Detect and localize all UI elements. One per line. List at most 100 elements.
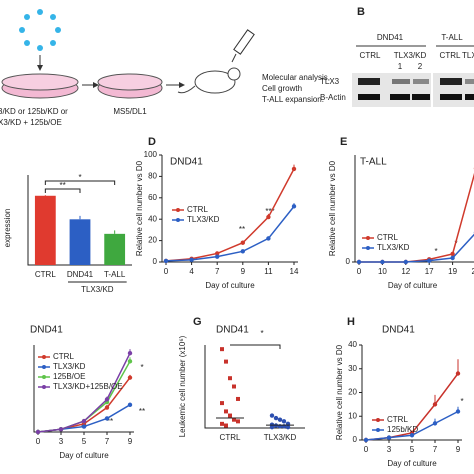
- point: [266, 214, 271, 220]
- axis: [33, 345, 134, 433]
- x-tick-label: 10: [378, 267, 387, 276]
- point: [291, 204, 297, 209]
- point: [240, 240, 245, 245]
- annotation: **: [139, 407, 145, 416]
- legend-marker: [42, 385, 46, 389]
- mouse-tail: [177, 85, 196, 94]
- x-tick-label: 9: [241, 267, 246, 276]
- bar: [34, 195, 56, 265]
- point: [127, 375, 133, 380]
- y-tick-label: 30: [348, 364, 357, 373]
- group-label: TLX3/KD: [81, 285, 114, 294]
- y-tick-label: 60: [148, 193, 157, 202]
- x-axis-label: Day of culture: [387, 459, 437, 468]
- clone-label: 1: [398, 62, 403, 71]
- legend-label: 125B/OE: [53, 372, 85, 381]
- x-tick-label: DND41: [67, 270, 94, 279]
- x-tick-label: 24: [472, 267, 474, 276]
- x-tick-label: 5: [82, 437, 87, 446]
- axis: [161, 155, 298, 263]
- x-tick-label: 7: [105, 437, 110, 446]
- transduction-label: X3/KD + 125b/OE: [0, 118, 62, 127]
- x-tick-label: 3: [59, 437, 64, 446]
- y-tick-label: 20: [348, 388, 357, 397]
- legend-marker: [176, 218, 180, 222]
- x-axis-label: Day of culture: [59, 451, 109, 460]
- x-tick-label: 19: [448, 267, 457, 276]
- band: [465, 94, 474, 100]
- legend-label: CTRL: [387, 415, 408, 424]
- point: [215, 254, 220, 259]
- legend-marker: [42, 375, 46, 379]
- point: [363, 437, 369, 443]
- point: [281, 419, 287, 424]
- point: [81, 424, 87, 429]
- series-line: [165, 205, 295, 262]
- point: [273, 415, 279, 421]
- legend-marker: [366, 236, 370, 240]
- point: [356, 259, 362, 265]
- point: [236, 396, 240, 401]
- readout-label: Cell growth: [262, 84, 302, 93]
- sig-bracket: [44, 188, 81, 193]
- legend-label: TLX3/KD: [187, 215, 220, 224]
- legend-marker: [376, 428, 380, 432]
- point: [215, 251, 220, 256]
- point: [403, 259, 408, 265]
- y-tick-label: 40: [348, 340, 357, 349]
- point: [455, 409, 461, 414]
- y-tick-label: 20: [148, 236, 157, 245]
- point: [291, 166, 297, 172]
- point: [455, 371, 461, 376]
- point: [285, 424, 291, 430]
- lane-label: CTRL: [360, 51, 381, 60]
- sig-bracket: [44, 180, 116, 185]
- cell-ring: [19, 9, 61, 51]
- point: [220, 401, 224, 406]
- row-label: TLX3: [320, 77, 340, 86]
- x-tick-label: 11: [264, 267, 273, 276]
- point: [240, 249, 245, 254]
- point: [104, 405, 110, 410]
- x-tick-label: TLX3/KD: [264, 433, 297, 442]
- legend-label: CTRL: [187, 205, 208, 214]
- point: [58, 427, 64, 432]
- axis: [204, 345, 305, 429]
- x-tick-label: CTRL: [35, 270, 56, 279]
- x-tick-label: CTRL: [220, 433, 241, 442]
- annotation: *: [434, 247, 437, 256]
- point: [228, 413, 232, 418]
- point: [228, 376, 232, 381]
- annotation: **: [60, 181, 66, 190]
- point: [232, 417, 236, 422]
- blot-group: T-ALL: [441, 33, 463, 42]
- y-axis-label: Relative cell number vs D0: [135, 160, 144, 256]
- legend-label: CTRL: [377, 233, 398, 242]
- legend-marker: [376, 418, 380, 422]
- chart-title: DND41: [216, 325, 249, 336]
- legend-label: CTRL: [53, 352, 74, 361]
- point: [104, 416, 110, 421]
- band: [390, 94, 410, 100]
- chart-title: DND41: [30, 325, 63, 336]
- band: [465, 79, 474, 84]
- point: [277, 417, 283, 422]
- point: [450, 251, 455, 257]
- x-axis-label: Day of culture: [388, 281, 438, 290]
- legend-label: TLX3/KD: [53, 362, 86, 371]
- panel-letter: G: [193, 316, 202, 328]
- point: [35, 429, 41, 435]
- point: [163, 258, 169, 264]
- panel-letter: D: [148, 136, 156, 148]
- point: [81, 418, 87, 424]
- point: [380, 259, 385, 265]
- series-line: [165, 168, 295, 262]
- dish: [97, 73, 163, 91]
- y-tick-label: 100: [144, 150, 158, 159]
- x-tick-label: 5: [410, 445, 415, 454]
- lane-label: TLX3/: [462, 51, 474, 60]
- point: [224, 359, 228, 364]
- point: [427, 258, 432, 263]
